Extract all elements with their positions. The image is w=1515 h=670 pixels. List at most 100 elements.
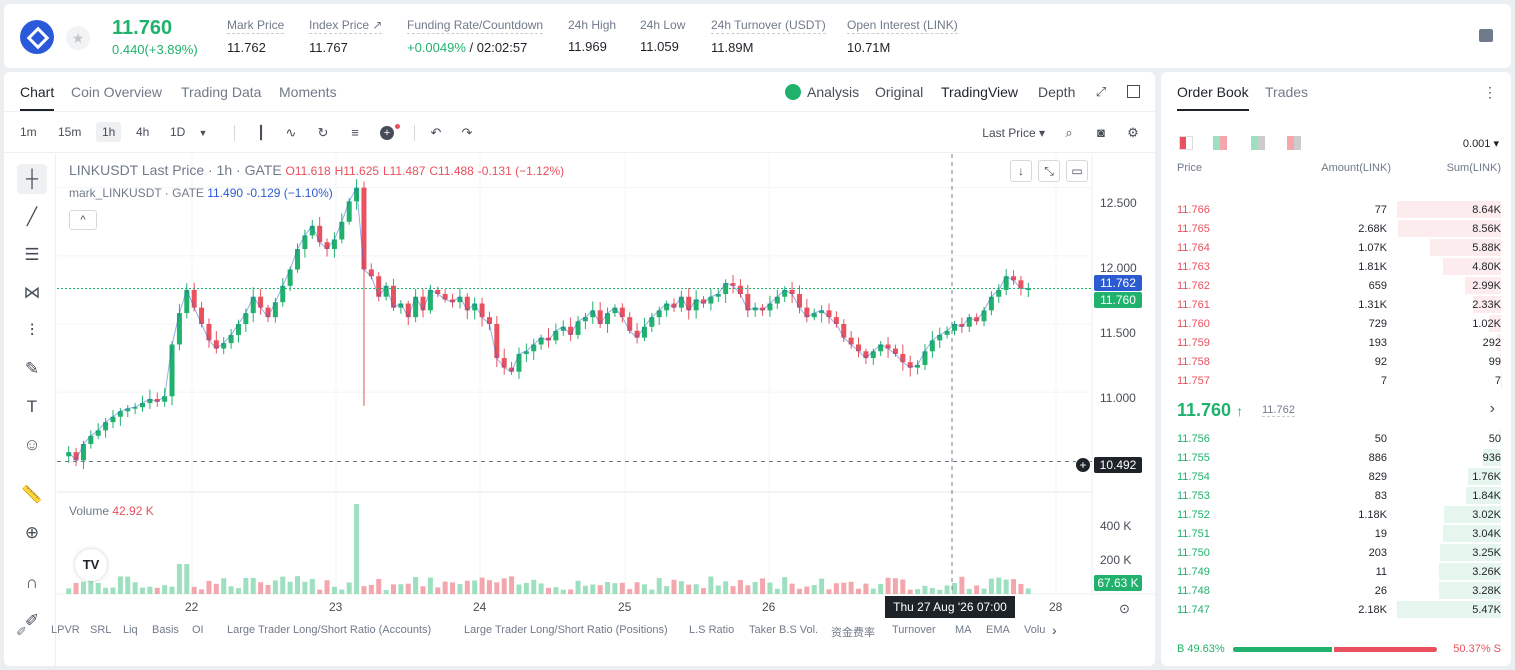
layout-both-alt-icon[interactable] (1213, 136, 1227, 150)
text-icon[interactable]: T (26, 397, 38, 416)
bid-row[interactable]: 11.752 1.18K 3.02K (1161, 505, 1511, 524)
search-icon[interactable]: ⌕ (1065, 125, 1073, 140)
indicator-taker-vol[interactable]: Taker B.S Vol. (749, 624, 819, 636)
indicator-funding[interactable]: 资金费率 (831, 627, 875, 639)
indicator-ls-positions[interactable]: Large Trader Long/Short Ratio (Positions… (464, 624, 668, 636)
tab-order-book[interactable]: Order Book (1177, 84, 1249, 111)
bid-row[interactable]: 11.747 2.18K 5.47K (1161, 600, 1511, 619)
ask-row[interactable]: 11.762 659 2.99K (1161, 276, 1511, 295)
camera-icon[interactable]: ◙ (1097, 125, 1105, 140)
timeframe-15m[interactable]: 15m (58, 125, 82, 139)
indicator-ls-accounts[interactable]: Large Trader Long/Short Ratio (Accounts) (227, 624, 432, 636)
timeframe-4h[interactable]: 4h (136, 125, 150, 139)
fullscreen-icon[interactable]: ▭ (1066, 160, 1088, 182)
tab-coin-overview[interactable]: Coin Overview (71, 84, 163, 100)
bid-row[interactable]: 11.750 203 3.25K (1161, 543, 1511, 562)
tab-chart[interactable]: Chart (20, 84, 55, 111)
candle-type-icon[interactable]: ┃ (257, 125, 265, 140)
timeframe-dropdown-icon[interactable]: ▼ (198, 128, 208, 138)
bid-row[interactable]: 11.756 50 50 (1161, 429, 1511, 448)
stat-24h-turnover[interactable]: 24h Turnover (USDT) 11.89M (711, 18, 826, 55)
ask-row[interactable]: 11.757 7 7 (1161, 371, 1511, 390)
chart-settings-icon[interactable]: ⊙ (1119, 601, 1130, 616)
bid-row[interactable]: 11.755 886 936 (1161, 448, 1511, 467)
pencil-lock-icon[interactable]: ✐ (24, 611, 40, 630)
indicator-basis[interactable]: Basis (152, 624, 179, 636)
tab-trades[interactable]: Trades (1265, 84, 1309, 100)
more-icon[interactable]: ⋮ (1483, 84, 1497, 100)
indicator-liq[interactable]: Liq (123, 624, 138, 636)
scroll-down-icon[interactable]: ↓ (1010, 160, 1032, 182)
view-analysis[interactable]: Analysis (807, 84, 860, 100)
collapse-icon[interactable]: ⤡ (1038, 160, 1060, 182)
layout-both-icon[interactable] (1179, 136, 1193, 150)
window-icon[interactable] (1127, 85, 1140, 98)
indicator-ma[interactable]: MA (955, 624, 972, 636)
ruler-icon[interactable]: 📏 (21, 485, 43, 504)
ask-row[interactable]: 11.763 1.81K 4.80K (1161, 257, 1511, 276)
ask-row[interactable]: 11.758 92 99 (1161, 352, 1511, 371)
timeframe-1m[interactable]: 1m (20, 125, 37, 139)
price-chart[interactable]: LINKUSDT Last Price · 1h · GATE O11.618 … (57, 154, 1155, 666)
zoom-in-icon[interactable]: ⊕ (24, 523, 40, 542)
fib-icon[interactable]: ⫶ (29, 321, 35, 340)
view-depth[interactable]: Depth (1038, 84, 1076, 100)
stat-index-price[interactable]: Index Price ↗ 11.767 (309, 18, 383, 55)
horizontal-lines-icon[interactable]: ☰ (24, 245, 40, 264)
add-alert-icon[interactable]: + (1075, 457, 1091, 473)
candle-chart-svg[interactable] (57, 154, 1155, 666)
undo-icon[interactable]: ↶ (430, 125, 442, 140)
layout-asks-icon[interactable] (1287, 136, 1301, 150)
brush-icon[interactable]: ✎ (24, 359, 40, 378)
chevron-right-icon[interactable]: › (1052, 622, 1057, 638)
ask-row[interactable]: 11.759 193 292 (1161, 333, 1511, 352)
layout-bids-icon[interactable] (1251, 136, 1265, 150)
timeframe-1h[interactable]: 1h (96, 122, 122, 142)
bid-row[interactable]: 11.748 26 3.28K (1161, 581, 1511, 600)
gear-icon[interactable]: ⚙ (1127, 125, 1139, 140)
pattern-icon[interactable]: ⋈ (23, 283, 41, 302)
indicators-icon[interactable]: ∿ (285, 125, 297, 140)
stat-open-interest[interactable]: Open Interest (LINK) 10.71M (847, 18, 958, 55)
ask-row[interactable]: 11.766 77 8.64K (1161, 200, 1511, 219)
indicator-oi[interactable]: OI (192, 624, 204, 636)
magnet-icon[interactable]: ∩ (25, 573, 39, 592)
emoji-icon[interactable]: ☺ (23, 435, 41, 454)
precision-select[interactable]: 0.001 ▾ (1462, 138, 1499, 150)
price-type-select[interactable]: Last Price ▾ (982, 126, 1045, 140)
indicator-ema[interactable]: EMA (986, 624, 1010, 636)
indicator-turnover[interactable]: Turnover (892, 624, 936, 636)
stat-mark-price[interactable]: Mark Price 11.762 (227, 18, 285, 55)
stat-funding-rate[interactable]: Funding Rate/Countdown +0.0049% / 02:02:5… (407, 18, 544, 55)
templates-icon[interactable]: ≡ (351, 125, 359, 140)
expand-icon[interactable]: ⤢ (1095, 84, 1107, 99)
indicator-ls-ratio[interactable]: L.S Ratio (689, 624, 735, 636)
divider (414, 125, 415, 141)
guide-book-icon[interactable] (1479, 29, 1493, 42)
indicator-lpvr[interactable]: LPVR (51, 624, 80, 636)
ask-row[interactable]: 11.761 1.31K 2.33K (1161, 295, 1511, 314)
chevron-right-icon[interactable]: › (1489, 400, 1495, 417)
favorite-star-icon[interactable]: ★ (66, 26, 90, 50)
bid-row[interactable]: 11.749 11 3.26K (1161, 562, 1511, 581)
ask-row[interactable]: 11.765 2.68K 8.56K (1161, 219, 1511, 238)
redo-icon[interactable]: ↷ (461, 125, 473, 140)
ask-row[interactable]: 11.760 729 1.02K (1161, 314, 1511, 333)
bid-row[interactable]: 11.754 829 1.76K (1161, 467, 1511, 486)
bid-row[interactable]: 11.751 19 3.04K (1161, 524, 1511, 543)
ask-row[interactable]: 11.764 1.07K 5.88K (1161, 238, 1511, 257)
pen-icon[interactable]: ✐ (16, 624, 27, 639)
trend-line-icon[interactable]: ╱ (26, 207, 38, 226)
view-original[interactable]: Original (875, 84, 924, 100)
indicator-srl[interactable]: SRL (90, 624, 112, 636)
bid-row[interactable]: 11.753 83 1.84K (1161, 486, 1511, 505)
view-tradingview[interactable]: TradingView (941, 84, 1019, 100)
timeframe-1d[interactable]: 1D (170, 125, 186, 139)
tab-moments[interactable]: Moments (279, 84, 337, 100)
replay-icon[interactable]: ↻ (317, 125, 329, 140)
tab-trading-data[interactable]: Trading Data (181, 84, 262, 100)
crosshair-icon[interactable]: ┼ (17, 164, 47, 194)
indicator-volume[interactable]: Volu (1024, 624, 1046, 636)
collapse-legend-button[interactable]: ^ (69, 210, 97, 230)
add-indicator-icon[interactable]: + (380, 126, 394, 140)
